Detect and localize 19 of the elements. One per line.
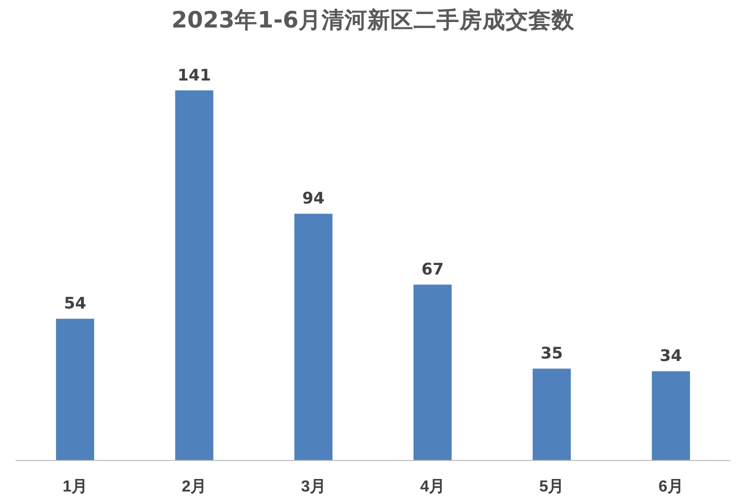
bar — [175, 90, 214, 460]
x-tick-label: 6月 — [658, 478, 684, 496]
data-label: 34 — [660, 346, 682, 366]
data-label: 54 — [64, 294, 86, 313]
data-label: 35 — [540, 344, 563, 363]
data-label: 141 — [178, 65, 211, 84]
data-label: 94 — [302, 188, 325, 208]
bar — [652, 371, 690, 460]
bar — [294, 214, 332, 460]
x-tick-label: 4月 — [420, 478, 446, 496]
x-tick-label: 2月 — [182, 478, 207, 496]
x-tick-label: 5月 — [539, 478, 564, 496]
chart-title: 2023年1-6月清河新区二手房成交套数 — [172, 6, 576, 34]
bar — [414, 284, 452, 460]
x-tick-label: 1月 — [62, 478, 88, 496]
x-tick-label: 3月 — [300, 478, 326, 496]
bar — [56, 318, 94, 460]
data-label: 67 — [421, 260, 444, 279]
bar — [532, 368, 571, 460]
